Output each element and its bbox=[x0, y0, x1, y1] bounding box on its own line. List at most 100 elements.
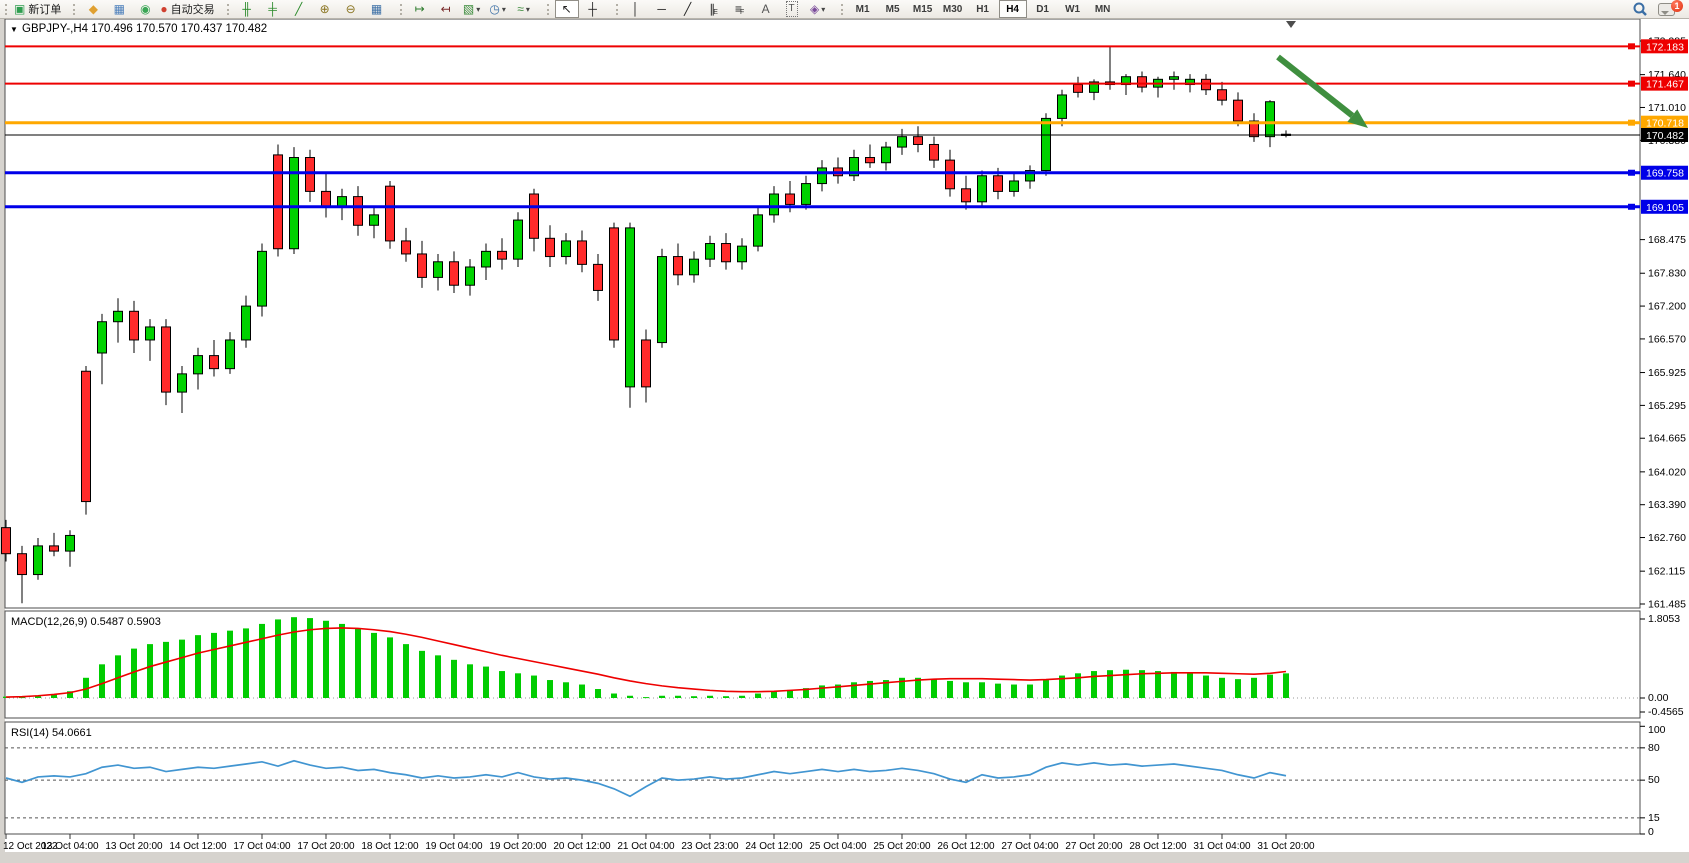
macd-histogram-bar bbox=[547, 680, 553, 698]
new-order-button[interactable]: ▣ 新订单 bbox=[13, 0, 62, 18]
candlestick-chart-button[interactable]: ╪ bbox=[261, 0, 285, 18]
vertical-line-button[interactable]: │ bbox=[624, 0, 648, 18]
crosshair-button[interactable]: ┼ bbox=[581, 0, 605, 18]
timeframe-m30-button[interactable]: M30 bbox=[942, 3, 963, 15]
fibonacci-button[interactable]: ≡ F bbox=[728, 0, 752, 18]
candle-down bbox=[305, 157, 315, 192]
bar-chart-button[interactable]: ╫ bbox=[235, 0, 259, 18]
macd-histogram-bar bbox=[643, 697, 649, 699]
timeframe-h1-button[interactable]: H1 bbox=[976, 3, 989, 15]
horizontal-line-button[interactable]: ─ bbox=[650, 0, 674, 18]
macd-histogram-bar bbox=[467, 664, 473, 698]
candle-up bbox=[561, 240, 571, 258]
tile-windows-button[interactable]: ▦ bbox=[365, 0, 389, 18]
arrows-button[interactable]: ◈ ▾ bbox=[806, 0, 830, 18]
macd-histogram-bar bbox=[1251, 677, 1257, 698]
time-tick-label: 17 Oct 20:00 bbox=[297, 841, 355, 852]
timeframe-m15-button[interactable]: M15 bbox=[912, 3, 933, 15]
time-tick-label: 28 Oct 12:00 bbox=[1129, 841, 1187, 852]
period-selector-button[interactable]: ◷ ▾ bbox=[486, 0, 510, 18]
line-handle[interactable] bbox=[1628, 119, 1635, 126]
macd-histogram-bar bbox=[1171, 671, 1177, 698]
macd-histogram-bar bbox=[1139, 670, 1145, 698]
macd-axis-label: 0.00 bbox=[1648, 692, 1669, 704]
zoom-in-button[interactable]: ⊕ bbox=[313, 0, 337, 18]
candle-up bbox=[1057, 94, 1067, 119]
candle-up bbox=[625, 227, 635, 388]
line-handle[interactable] bbox=[1628, 203, 1635, 210]
macd-histogram-bar bbox=[3, 696, 9, 698]
toolbar-group: ◆ ▦ ◉ ● 自动交易 bbox=[68, 0, 221, 18]
macd-panel bbox=[4, 610, 1641, 719]
equidistant-channel-button[interactable]: ∥ E bbox=[702, 0, 726, 18]
candle-down bbox=[993, 175, 1003, 192]
text-button[interactable]: A bbox=[754, 0, 778, 18]
macd-histogram-bar bbox=[755, 693, 761, 698]
chart-shift-button[interactable]: ↤ bbox=[434, 0, 458, 18]
profile-button[interactable]: ◆ bbox=[81, 0, 105, 18]
line-chart-button[interactable]: ╱ bbox=[287, 0, 311, 18]
chevron-down-icon[interactable]: ▾ bbox=[821, 4, 826, 14]
time-tick-label: 20 Oct 12:00 bbox=[553, 841, 611, 852]
line-handle[interactable] bbox=[1628, 80, 1635, 87]
macd-histogram-bar bbox=[499, 671, 505, 698]
terminal-button[interactable]: ▦ bbox=[107, 0, 131, 18]
macd-histogram-bar bbox=[227, 630, 233, 698]
candle-up bbox=[193, 355, 203, 375]
timeframe-m5-button[interactable]: M5 bbox=[885, 3, 900, 15]
new-chart-icon: ▧ bbox=[462, 2, 475, 16]
time-tick-label: 18 Oct 12:00 bbox=[361, 841, 419, 852]
auto-trading-icon: ● bbox=[160, 2, 168, 16]
cursor-button[interactable]: ↖ bbox=[554, 0, 579, 18]
timeframe-d1-button[interactable]: D1 bbox=[1036, 3, 1049, 15]
time-tick-label: 24 Oct 12:00 bbox=[745, 841, 803, 852]
line-handle[interactable] bbox=[1628, 169, 1635, 176]
auto-scroll-button[interactable]: ↦ bbox=[408, 0, 432, 18]
auto-trading-button[interactable]: ● 自动交易 bbox=[159, 0, 215, 18]
notification-badge: 1 bbox=[1671, 0, 1683, 12]
timeframe-m1-button[interactable]: M1 bbox=[855, 3, 870, 15]
indicators-button[interactable]: ≈ ▾ bbox=[512, 0, 536, 18]
market-watch-button[interactable]: ◉ bbox=[133, 0, 157, 18]
rsi-axis-label: 15 bbox=[1648, 812, 1660, 824]
timeframe-h4-button[interactable]: H4 bbox=[998, 0, 1027, 18]
chevron-down-icon[interactable]: ▾ bbox=[525, 4, 530, 14]
macd-histogram-bar bbox=[419, 650, 425, 698]
trend-arrow-head[interactable] bbox=[1347, 109, 1368, 128]
macd-histogram-bar bbox=[595, 689, 601, 698]
candle-down bbox=[273, 154, 283, 250]
candle-down bbox=[785, 193, 795, 205]
chart-shift-icon: ↤ bbox=[440, 2, 451, 16]
price-tick-label: 165.295 bbox=[1648, 400, 1686, 412]
search-icon[interactable] bbox=[1632, 1, 1648, 17]
rsi-panel bbox=[4, 721, 1641, 835]
line-handle[interactable] bbox=[1628, 43, 1635, 50]
auto-trading-button-label: 自动交易 bbox=[170, 4, 215, 16]
chevron-down-icon[interactable]: ▾ bbox=[501, 4, 506, 14]
candle-up bbox=[1265, 101, 1275, 138]
macd-histogram-bar bbox=[659, 695, 665, 698]
timeframe-mn-button[interactable]: MN bbox=[1094, 3, 1111, 15]
chevron-down-icon[interactable]: ▾ bbox=[476, 4, 481, 14]
time-tick-label: 25 Oct 04:00 bbox=[809, 841, 867, 852]
price-tick-label: 164.020 bbox=[1648, 466, 1686, 478]
rsi-line bbox=[5, 759, 1287, 798]
zoom-out-button[interactable]: ⊖ bbox=[339, 0, 363, 18]
price-tick-label: 165.925 bbox=[1648, 367, 1686, 379]
text-label-button[interactable]: T bbox=[780, 0, 804, 18]
icon-subscript: E bbox=[713, 8, 718, 16]
macd-histogram-bar bbox=[883, 680, 889, 698]
macd-histogram-bar bbox=[1059, 675, 1065, 698]
new-chart-button[interactable]: ▧ ▾ bbox=[460, 0, 484, 18]
time-tick-label: 27 Oct 04:00 bbox=[1001, 841, 1059, 852]
chart-shift-marker[interactable] bbox=[1286, 21, 1296, 28]
cursor-icon: ↖ bbox=[561, 2, 572, 16]
time-tick-label: 14 Oct 12:00 bbox=[169, 841, 227, 852]
macd-histogram-bar bbox=[243, 628, 249, 698]
chat-icon[interactable]: 1 bbox=[1658, 0, 1683, 16]
macd-histogram-bar bbox=[131, 648, 137, 698]
trendline-button[interactable]: ╱ bbox=[676, 0, 700, 18]
macd-histogram-bar bbox=[371, 632, 377, 698]
timeframe-w1-button[interactable]: W1 bbox=[1065, 3, 1081, 15]
trend-arrow[interactable] bbox=[1276, 54, 1355, 118]
